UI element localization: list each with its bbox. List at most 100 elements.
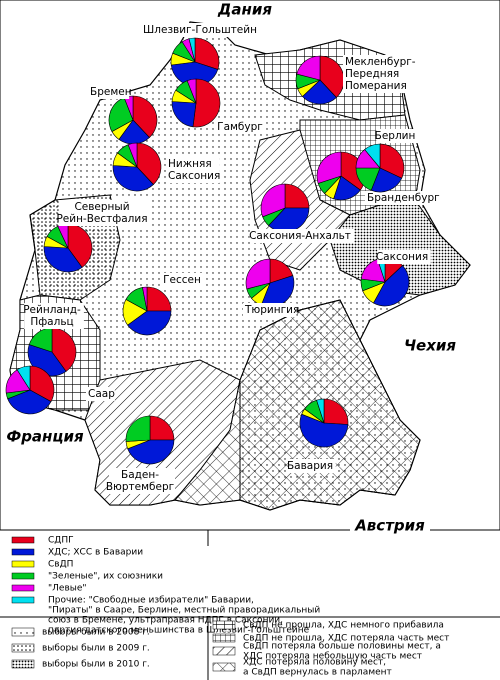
pie-slice: [245, 258, 271, 290]
state-label: Мекленбург-: [345, 56, 416, 68]
legend-label: "Левые": [48, 584, 87, 594]
state-label: Нижняя: [168, 158, 212, 170]
label-bg: [163, 273, 205, 287]
country-label: Дания: [217, 1, 272, 19]
legend-swatch: [11, 596, 35, 604]
pie-slice: [127, 310, 172, 336]
pie-slice: [125, 415, 151, 442]
state-label: Саксония: [376, 251, 428, 263]
label-bg: [343, 55, 416, 93]
label-bg: [288, 459, 336, 473]
label-bg: [86, 387, 115, 401]
pie-slice: [29, 365, 55, 402]
country-label: Франция: [6, 428, 84, 446]
pie-slice: [296, 55, 321, 81]
legend-label: Прочие: "Свободные избиратели" Баварии,: [48, 596, 254, 606]
state-label: Бранденбург: [367, 192, 440, 204]
legend-swatch: [212, 620, 236, 630]
pie-slice: [302, 79, 337, 105]
pie-slice: [370, 167, 403, 193]
legend-label: СДПГ: [48, 536, 74, 546]
pie-slice: [188, 37, 196, 63]
pie-slice: [284, 183, 310, 209]
label-bg: [109, 468, 175, 494]
pie-slice: [373, 265, 410, 307]
state-label: Передняя: [345, 68, 399, 80]
label-bg: [350, 517, 430, 534]
state-label: Бремен: [90, 86, 132, 98]
legend-swatch: [11, 572, 35, 580]
label-bg: [24, 303, 84, 329]
legend-label: ХДС; ХСС в Баварии: [48, 548, 143, 558]
label-bg: [377, 250, 431, 264]
legend-swatch: [11, 536, 35, 544]
state-label: Саар: [88, 388, 115, 400]
pie-slice: [260, 183, 286, 218]
label-bg: [390, 337, 470, 354]
pie-slice: [149, 415, 175, 441]
pie-slice: [146, 286, 172, 312]
legend-swatch: [212, 633, 236, 643]
legend-label: "Пираты" в Сааре, Берлине, местный право…: [48, 606, 320, 616]
legend-swatch: [11, 548, 35, 556]
pie-slice: [127, 142, 138, 168]
label-bg: [250, 229, 354, 243]
legend-label: "Зеленые", их союзники: [48, 572, 163, 582]
pie-slice: [186, 78, 197, 104]
pie-slice: [171, 101, 197, 128]
pie-slice: [112, 165, 154, 192]
legend-label: выборы были в 2009 г.: [42, 644, 150, 654]
pie-slice: [323, 398, 349, 425]
legend-label: партия датского меньшинства в Шлезвиг-Го…: [48, 626, 310, 636]
label-bg: [218, 120, 266, 134]
legend-swatch: [11, 560, 35, 568]
state-label: Северный: [74, 201, 129, 213]
legend-swatch: [212, 662, 236, 672]
state-label: Рейн-Вестфалия: [56, 213, 147, 225]
legend-swatch: [11, 659, 35, 669]
label-bg: [5, 428, 85, 445]
state-label: Гессен: [163, 274, 201, 286]
label-bg: [58, 200, 150, 226]
pie-slice: [132, 95, 158, 138]
state-label: Бавария: [287, 460, 333, 472]
pie-slice: [192, 78, 221, 128]
pie-slice: [142, 286, 148, 312]
state-label: Саксония: [168, 170, 220, 182]
label-bg: [147, 23, 257, 37]
country-label: Чехия: [404, 337, 456, 355]
state-label: Рейнланд-: [23, 304, 81, 316]
legend-swatch: [11, 584, 35, 592]
state-label: Баден-: [121, 469, 159, 481]
legend-label: ХДС потеряла небольшую часть мест: [243, 652, 422, 662]
label-bg: [166, 157, 220, 183]
pie-slice: [136, 142, 162, 185]
pie-slice: [319, 55, 345, 98]
state-label: Померания: [345, 80, 407, 92]
state-label: Вюртемберг: [106, 481, 174, 493]
legend-label: СвДП: [48, 560, 73, 570]
legend-swatch: [11, 627, 35, 637]
state-label: Шлезвиг-Гольштейн: [143, 24, 257, 36]
pie-slice: [316, 398, 325, 424]
legend-label: выборы были в 2008 г.: [42, 628, 150, 638]
legend-swatch: [212, 646, 236, 656]
legend-label: союз в Бремене, ультраправая НДПГ в Сакс…: [48, 616, 283, 626]
state-label: Саксония-Анхальт: [249, 230, 351, 242]
legend-label: СвДП не прошла, ХДС немного прибавила: [243, 621, 444, 631]
pie-slice: [316, 151, 342, 184]
state-label: Пфальц: [30, 316, 73, 328]
pie-slice: [7, 389, 52, 415]
pie-slice: [16, 365, 31, 392]
country-label: Австрия: [354, 517, 425, 535]
legend-label: ХДС потеряла половину мест,: [243, 658, 386, 668]
legend-label: а СвДП вернулась в парламент: [243, 668, 392, 678]
pie-slice: [379, 143, 405, 179]
state-label: Тюрингия: [244, 304, 299, 316]
pie-slice: [194, 37, 220, 70]
label-bg: [88, 85, 130, 99]
pie-slice: [299, 413, 349, 448]
label-bg: [365, 191, 438, 205]
legend-swatch: [11, 643, 35, 653]
